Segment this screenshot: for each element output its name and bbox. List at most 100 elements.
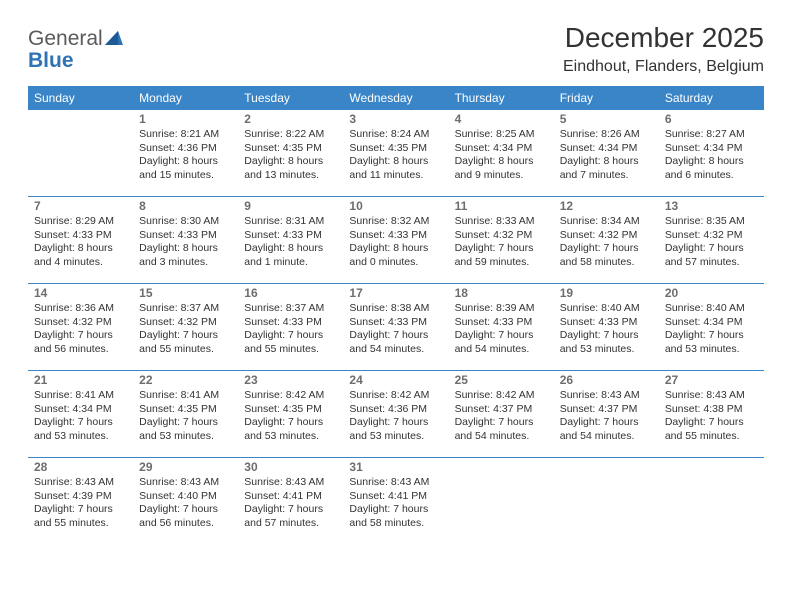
day-number: 24 xyxy=(349,373,442,388)
sunset-text: Sunset: 4:34 PM xyxy=(34,403,127,416)
day-number: 27 xyxy=(665,373,758,388)
sunrise-text: Sunrise: 8:26 AM xyxy=(560,128,653,141)
day-number: 9 xyxy=(244,199,337,214)
sunset-text: Sunset: 4:38 PM xyxy=(665,403,758,416)
calendar-week-row: 7Sunrise: 8:29 AMSunset: 4:33 PMDaylight… xyxy=(28,197,764,284)
brand-text: General Blue xyxy=(28,26,123,72)
calendar-cell: 21Sunrise: 8:41 AMSunset: 4:34 PMDayligh… xyxy=(28,371,133,458)
calendar-cell xyxy=(659,458,764,545)
day-detail: Sunrise: 8:39 AMSunset: 4:33 PMDaylight:… xyxy=(455,302,548,356)
day-detail: Sunrise: 8:43 AMSunset: 4:41 PMDaylight:… xyxy=(349,476,442,530)
weekday-header: Saturday xyxy=(659,86,764,110)
day-number: 19 xyxy=(560,286,653,301)
calendar-cell: 14Sunrise: 8:36 AMSunset: 4:32 PMDayligh… xyxy=(28,284,133,371)
sunrise-text: Sunrise: 8:37 AM xyxy=(139,302,232,315)
daylight-text: Daylight: 8 hours and 3 minutes. xyxy=(139,242,232,269)
sunrise-text: Sunrise: 8:25 AM xyxy=(455,128,548,141)
daylight-text: Daylight: 7 hours and 53 minutes. xyxy=(560,329,653,356)
sunset-text: Sunset: 4:33 PM xyxy=(244,316,337,329)
day-detail: Sunrise: 8:31 AMSunset: 4:33 PMDaylight:… xyxy=(244,215,337,269)
day-detail: Sunrise: 8:43 AMSunset: 4:38 PMDaylight:… xyxy=(665,389,758,443)
daylight-text: Daylight: 7 hours and 53 minutes. xyxy=(34,416,127,443)
day-detail: Sunrise: 8:41 AMSunset: 4:34 PMDaylight:… xyxy=(34,389,127,443)
sunset-text: Sunset: 4:34 PM xyxy=(455,142,548,155)
day-number: 4 xyxy=(455,112,548,127)
location-text: Eindhout, Flanders, Belgium xyxy=(563,58,764,76)
sunset-text: Sunset: 4:33 PM xyxy=(349,316,442,329)
calendar-cell: 26Sunrise: 8:43 AMSunset: 4:37 PMDayligh… xyxy=(554,371,659,458)
calendar-cell: 3Sunrise: 8:24 AMSunset: 4:35 PMDaylight… xyxy=(343,110,448,197)
calendar-page: General Blue December 2025 Eindhout, Fla… xyxy=(0,0,792,544)
sunset-text: Sunset: 4:32 PM xyxy=(455,229,548,242)
calendar-cell: 15Sunrise: 8:37 AMSunset: 4:32 PMDayligh… xyxy=(133,284,238,371)
daylight-text: Daylight: 7 hours and 54 minutes. xyxy=(455,329,548,356)
calendar-cell: 8Sunrise: 8:30 AMSunset: 4:33 PMDaylight… xyxy=(133,197,238,284)
daylight-text: Daylight: 7 hours and 58 minutes. xyxy=(349,503,442,530)
daylight-text: Daylight: 7 hours and 54 minutes. xyxy=(560,416,653,443)
sunset-text: Sunset: 4:33 PM xyxy=(349,229,442,242)
calendar-cell xyxy=(449,458,554,545)
sunrise-text: Sunrise: 8:22 AM xyxy=(244,128,337,141)
calendar-week-row: 1Sunrise: 8:21 AMSunset: 4:36 PMDaylight… xyxy=(28,110,764,197)
calendar-cell: 27Sunrise: 8:43 AMSunset: 4:38 PMDayligh… xyxy=(659,371,764,458)
day-detail: Sunrise: 8:37 AMSunset: 4:33 PMDaylight:… xyxy=(244,302,337,356)
sunset-text: Sunset: 4:33 PM xyxy=(244,229,337,242)
sunrise-text: Sunrise: 8:43 AM xyxy=(349,476,442,489)
calendar-cell: 1Sunrise: 8:21 AMSunset: 4:36 PMDaylight… xyxy=(133,110,238,197)
sunset-text: Sunset: 4:41 PM xyxy=(244,490,337,503)
sunset-text: Sunset: 4:37 PM xyxy=(455,403,548,416)
calendar-week-row: 28Sunrise: 8:43 AMSunset: 4:39 PMDayligh… xyxy=(28,458,764,545)
daylight-text: Daylight: 8 hours and 1 minute. xyxy=(244,242,337,269)
sunrise-text: Sunrise: 8:43 AM xyxy=(244,476,337,489)
sunrise-text: Sunrise: 8:40 AM xyxy=(560,302,653,315)
sunset-text: Sunset: 4:36 PM xyxy=(139,142,232,155)
day-detail: Sunrise: 8:22 AMSunset: 4:35 PMDaylight:… xyxy=(244,128,337,182)
day-number: 23 xyxy=(244,373,337,388)
calendar-cell: 28Sunrise: 8:43 AMSunset: 4:39 PMDayligh… xyxy=(28,458,133,545)
day-number: 10 xyxy=(349,199,442,214)
day-detail: Sunrise: 8:42 AMSunset: 4:35 PMDaylight:… xyxy=(244,389,337,443)
day-detail: Sunrise: 8:29 AMSunset: 4:33 PMDaylight:… xyxy=(34,215,127,269)
daylight-text: Daylight: 7 hours and 55 minutes. xyxy=(665,416,758,443)
sunset-text: Sunset: 4:33 PM xyxy=(560,316,653,329)
brand-part1: General xyxy=(28,27,103,50)
day-detail: Sunrise: 8:35 AMSunset: 4:32 PMDaylight:… xyxy=(665,215,758,269)
sunset-text: Sunset: 4:32 PM xyxy=(665,229,758,242)
sunset-text: Sunset: 4:40 PM xyxy=(139,490,232,503)
weekday-header: Monday xyxy=(133,86,238,110)
sunset-text: Sunset: 4:36 PM xyxy=(349,403,442,416)
daylight-text: Daylight: 8 hours and 0 minutes. xyxy=(349,242,442,269)
day-detail: Sunrise: 8:40 AMSunset: 4:34 PMDaylight:… xyxy=(665,302,758,356)
daylight-text: Daylight: 7 hours and 57 minutes. xyxy=(244,503,337,530)
day-detail: Sunrise: 8:34 AMSunset: 4:32 PMDaylight:… xyxy=(560,215,653,269)
calendar-body: 1Sunrise: 8:21 AMSunset: 4:36 PMDaylight… xyxy=(28,110,764,544)
day-number: 7 xyxy=(34,199,127,214)
sunrise-text: Sunrise: 8:43 AM xyxy=(34,476,127,489)
day-number: 12 xyxy=(560,199,653,214)
sunset-text: Sunset: 4:34 PM xyxy=(560,142,653,155)
sunset-text: Sunset: 4:37 PM xyxy=(560,403,653,416)
sunrise-text: Sunrise: 8:42 AM xyxy=(244,389,337,402)
sunrise-text: Sunrise: 8:39 AM xyxy=(455,302,548,315)
daylight-text: Daylight: 8 hours and 11 minutes. xyxy=(349,155,442,182)
daylight-text: Daylight: 7 hours and 53 minutes. xyxy=(665,329,758,356)
daylight-text: Daylight: 7 hours and 55 minutes. xyxy=(139,329,232,356)
sunrise-text: Sunrise: 8:27 AM xyxy=(665,128,758,141)
day-detail: Sunrise: 8:40 AMSunset: 4:33 PMDaylight:… xyxy=(560,302,653,356)
calendar-cell: 9Sunrise: 8:31 AMSunset: 4:33 PMDaylight… xyxy=(238,197,343,284)
weekday-header: Wednesday xyxy=(343,86,448,110)
sunset-text: Sunset: 4:35 PM xyxy=(244,403,337,416)
sunrise-text: Sunrise: 8:32 AM xyxy=(349,215,442,228)
daylight-text: Daylight: 7 hours and 56 minutes. xyxy=(139,503,232,530)
sunrise-text: Sunrise: 8:35 AM xyxy=(665,215,758,228)
calendar-cell: 22Sunrise: 8:41 AMSunset: 4:35 PMDayligh… xyxy=(133,371,238,458)
day-number: 6 xyxy=(665,112,758,127)
daylight-text: Daylight: 7 hours and 53 minutes. xyxy=(349,416,442,443)
calendar-cell: 2Sunrise: 8:22 AMSunset: 4:35 PMDaylight… xyxy=(238,110,343,197)
day-number: 26 xyxy=(560,373,653,388)
weekday-header: Sunday xyxy=(28,86,133,110)
sunrise-text: Sunrise: 8:29 AM xyxy=(34,215,127,228)
daylight-text: Daylight: 8 hours and 6 minutes. xyxy=(665,155,758,182)
sunrise-text: Sunrise: 8:30 AM xyxy=(139,215,232,228)
day-detail: Sunrise: 8:36 AMSunset: 4:32 PMDaylight:… xyxy=(34,302,127,356)
